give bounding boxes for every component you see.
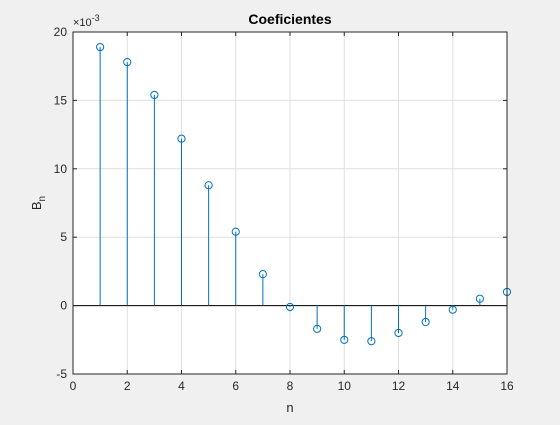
stems [99,47,508,342]
x-tick-label: 4 [178,379,185,393]
y-axis-label-subscript: n [37,196,48,202]
stem-marker [421,317,430,327]
x-tick-label: 6 [232,379,239,393]
y-tick-labels: -5 0 5 10 15 20 [54,25,68,381]
stem-marker [204,181,213,190]
stem-marker [448,305,457,314]
x-tick-label: 12 [392,379,406,393]
y-tick-label: 5 [60,230,67,244]
y-tick-label: 15 [54,93,68,107]
stem-marker [150,90,159,100]
y-tick-label: -5 [56,367,67,381]
stem-marker [394,328,403,338]
chart-title: Coeficientes [248,11,331,27]
y-axis-label: Bn [29,196,48,210]
stem-marker [475,294,484,303]
x-tick-label: 16 [500,379,514,393]
x-axis-label: n [286,400,293,415]
y-exponent-label: ×10-3 [73,13,100,29]
stem-marker [123,57,132,67]
stem-marker [340,335,349,344]
stem-marker [231,227,240,236]
x-tick-labels: 0 2 4 6 8 10 12 14 16 [70,379,514,393]
x-tick-label: 2 [124,379,131,393]
stem-marker [258,270,267,279]
x-tick-label: 14 [446,379,460,393]
x-tick-label: 10 [338,379,352,393]
tick-marks [72,31,508,375]
y-exponent-prefix: ×10 [73,17,92,29]
x-tick-label: 0 [70,379,77,393]
stem-marker [367,337,376,346]
stem-marker [96,42,105,52]
stem-marker [285,302,295,312]
y-tick-label: 20 [54,25,68,39]
y-axis-label-main: B [29,201,44,210]
y-tick-label: 0 [60,299,67,313]
y-tick-label: 10 [54,162,68,176]
stem-marker [177,134,186,143]
stem-marker [313,324,322,333]
y-exponent-value: -3 [92,13,100,23]
x-tick-label: 8 [287,379,294,393]
